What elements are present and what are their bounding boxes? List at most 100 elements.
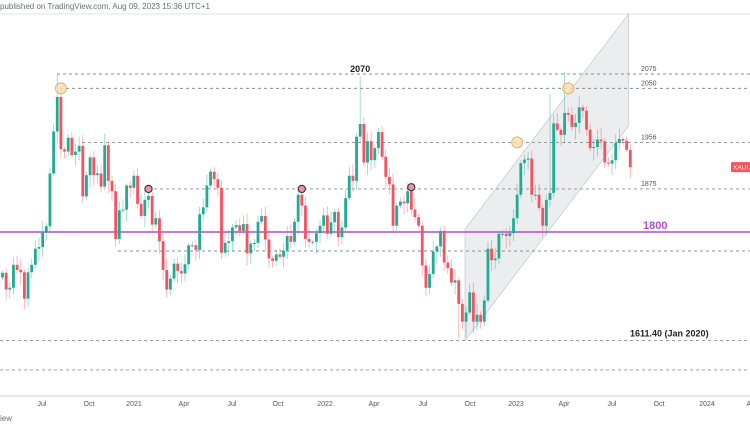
candle-body	[234, 225, 238, 228]
candle-body	[501, 233, 504, 235]
candle-body	[574, 122, 577, 127]
candle-body	[282, 250, 285, 257]
candle-body	[139, 203, 143, 216]
candle-body	[461, 303, 464, 322]
candle-body	[559, 129, 563, 135]
candle-body	[442, 230, 446, 263]
symbol-price-badge	[731, 162, 750, 173]
level-label: 1956	[641, 134, 657, 141]
candle-body	[479, 314, 483, 322]
candle-body	[366, 141, 369, 163]
candle-body	[267, 239, 271, 259]
candle-body	[585, 110, 588, 130]
candle-body	[628, 149, 632, 168]
candle-body	[70, 137, 74, 156]
x-tick-label: 2022	[317, 401, 333, 408]
candle-body	[99, 173, 103, 187]
candle-body	[599, 139, 603, 142]
x-tick-label: Jul	[38, 401, 47, 408]
candle-body	[150, 195, 154, 225]
candle-body	[307, 238, 311, 242]
candle-body	[471, 292, 475, 322]
ascending-channel	[464, 12, 630, 342]
x-tick-label: 2023	[508, 401, 524, 408]
candle-body	[220, 187, 223, 253]
candle-body	[530, 158, 534, 195]
candle-body	[362, 124, 366, 163]
candle-body	[74, 151, 77, 156]
candle-body	[260, 215, 264, 222]
candle-body	[482, 300, 486, 322]
candle-body	[588, 129, 592, 149]
candle-body	[464, 312, 468, 322]
price-chart[interactable]: 2075 2050 1956 1875 1800 1611.40 (Jan 2020) 20…	[0, 0, 750, 412]
candle-body	[468, 292, 472, 313]
candle-body	[304, 205, 307, 239]
candle-body	[85, 175, 88, 197]
candle-body	[172, 263, 176, 279]
level-label-low: 1611.40 (Jan 2020)	[630, 328, 709, 338]
candle-body	[380, 132, 384, 157]
candle-body	[409, 191, 413, 210]
candle-body	[88, 157, 92, 176]
x-tick-label: Jul	[228, 401, 237, 408]
candle-body	[318, 225, 322, 234]
candle-body	[406, 191, 410, 204]
candle-body	[512, 218, 515, 234]
candle-body	[336, 211, 340, 238]
candle-body	[300, 194, 304, 206]
candle-body	[355, 136, 358, 181]
support-touch-marker	[144, 184, 153, 194]
candle-body	[325, 215, 329, 234]
candle-body	[103, 145, 107, 187]
candle-body	[537, 194, 541, 208]
candle-body	[128, 185, 132, 188]
candle-body	[523, 159, 526, 164]
candle-body	[504, 233, 508, 237]
candle-body	[96, 173, 99, 176]
candle-body	[63, 149, 66, 152]
candle-body	[617, 138, 621, 143]
candle-body	[216, 179, 220, 188]
candle-body	[566, 113, 570, 115]
candle-body	[263, 215, 267, 240]
candle-body	[311, 241, 315, 243]
level-label: 2075	[641, 66, 657, 73]
candle-body	[596, 139, 599, 147]
x-tick-label: Apr	[747, 401, 750, 408]
candle-body	[201, 207, 205, 215]
x-tick-label: 2021	[126, 401, 142, 408]
candle-body	[296, 194, 300, 222]
x-tick-label: Jul	[419, 401, 428, 408]
candle-body	[4, 272, 8, 290]
candle-body	[607, 162, 610, 164]
candle-body	[77, 145, 81, 152]
candle-body	[373, 148, 377, 161]
candle-body	[322, 215, 326, 226]
candle-body	[329, 222, 333, 234]
candle-body	[110, 180, 114, 192]
candle-body	[190, 245, 194, 247]
candle-body	[12, 264, 15, 288]
candle-body	[570, 114, 574, 127]
candle-body	[278, 254, 282, 257]
candle-body	[252, 242, 256, 244]
candle-body	[534, 194, 537, 196]
candle-body	[395, 205, 399, 226]
level-label-1800: 1800	[643, 220, 667, 232]
candle-body	[347, 175, 351, 199]
candle-body	[398, 201, 402, 206]
candle-body	[227, 241, 231, 243]
candle-body	[23, 272, 26, 299]
candle-body	[548, 192, 552, 200]
candle-body	[245, 224, 249, 254]
candle-body	[106, 145, 110, 181]
candle-body	[30, 264, 34, 273]
candle-body	[515, 194, 519, 219]
candle-body	[315, 233, 318, 242]
high-annotation: 2070	[350, 64, 370, 74]
x-tick-label: Oct	[273, 401, 284, 408]
resistance-touch-marker	[54, 82, 67, 95]
candle-body	[187, 245, 191, 265]
candle-body	[486, 248, 490, 301]
